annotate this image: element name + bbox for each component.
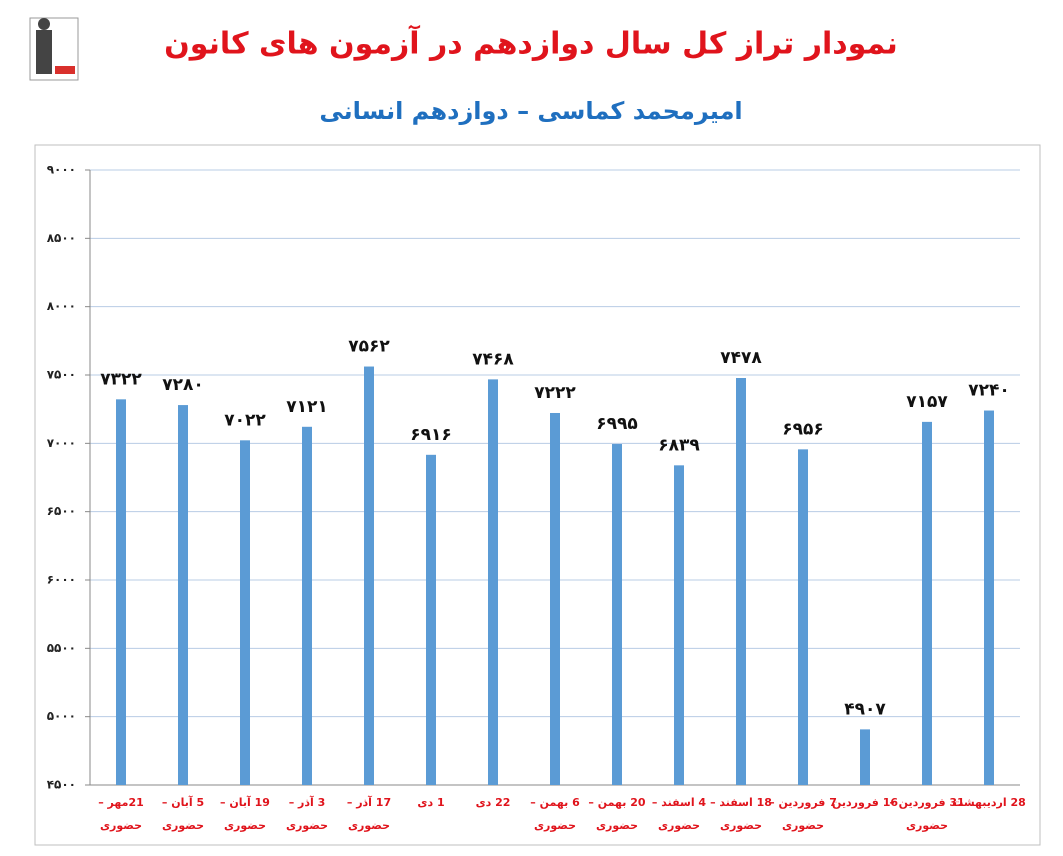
x-tick-label: 1 دی: [417, 796, 444, 809]
value-label: ۷۳۲۲: [100, 369, 142, 389]
x-tick-label: 4 اسفند –: [652, 796, 707, 809]
value-label: ۶۹۹۵: [596, 414, 638, 434]
value-label: ۷۴۷۸: [720, 348, 762, 368]
logo: [29, 17, 79, 81]
y-tick-label: ۷۵۰۰: [47, 368, 76, 382]
value-label: ۷۲۲۲: [534, 383, 576, 403]
value-label: ۶۸۳۹: [658, 435, 700, 455]
x-tick-label: 6 بهمن –: [530, 796, 580, 809]
x-tick-label: 5 آبان –: [162, 795, 204, 809]
x-tick-label: 20 بهمن –: [588, 796, 645, 809]
x-tick-label: 19 آبان –: [220, 795, 270, 809]
bar: [550, 412, 560, 785]
y-tick-label: ۵۵۰۰: [47, 641, 76, 655]
x-tick-label: 7 فروردین –: [769, 796, 837, 809]
bar: [984, 410, 994, 785]
x-tick-label: حضوری: [224, 819, 266, 832]
x-tick-label: 21مهر –: [98, 796, 144, 809]
x-tick-label: حضوری: [782, 819, 824, 832]
bar: [488, 379, 498, 785]
y-tick-label: ۸۵۰۰: [47, 231, 76, 245]
x-tick-label: 28 اردیبهشت: [952, 796, 1026, 809]
x-tick-label: حضوری: [720, 819, 762, 832]
bar: [116, 399, 126, 785]
x-tick-label: 16 فروردین: [832, 796, 898, 809]
chart-title: نمودار تراز کل سال دوازدهم در آزمون های …: [164, 25, 898, 62]
x-tick-label: حضوری: [596, 819, 638, 832]
y-tick-label: ۶۰۰۰: [47, 573, 76, 587]
y-tick-label: ۷۰۰۰: [47, 436, 76, 450]
bar: [798, 449, 808, 785]
y-tick-label: ۶۵۰۰: [47, 504, 76, 518]
y-tick-label: ۵۰۰۰: [47, 709, 76, 723]
bar: [364, 366, 374, 785]
y-tick-label: ۴۵۰۰: [47, 778, 76, 792]
value-label: ۷۵۶۲: [348, 337, 390, 357]
value-label: ۷۱۲۱: [286, 397, 328, 417]
x-tick-label: 18 اسفند –: [710, 796, 772, 809]
value-label: ۷۲۴۰: [968, 381, 1010, 401]
x-tick-label: 31 فروردین –: [889, 796, 964, 809]
x-tick-label: حضوری: [286, 819, 328, 832]
bar: [240, 440, 250, 785]
value-label: ۷۲۸۰: [162, 375, 204, 395]
bar: [736, 378, 746, 785]
value-label: ۴۹۰۷: [844, 699, 886, 719]
value-label: ۷۴۶۸: [472, 349, 514, 369]
bar: [674, 465, 684, 785]
x-tick-label: 3 آذر –: [289, 795, 326, 809]
value-label: ۶۹۵۶: [782, 419, 824, 439]
bar: [922, 421, 932, 785]
bar: [302, 426, 312, 785]
y-tick-label: ۸۰۰۰: [47, 299, 76, 313]
bar: [426, 454, 436, 785]
value-label: ۷۱۵۷: [906, 392, 948, 412]
value-label: ۶۹۱۶: [410, 425, 452, 445]
value-label: ۷۰۲۲: [224, 410, 266, 430]
bar: [612, 444, 622, 785]
x-tick-label: حضوری: [534, 819, 576, 832]
x-tick-label: حضوری: [906, 819, 948, 832]
chart-subtitle: امیرمحمد کماسی – دوازدهم انسانی: [319, 97, 742, 125]
y-tick-label: ۹۰۰۰: [47, 163, 76, 177]
x-tick-label: 17 آذر –: [347, 795, 391, 809]
x-tick-label: 22 دی: [476, 796, 511, 809]
bar: [178, 405, 188, 785]
x-tick-label: حضوری: [100, 819, 142, 832]
x-tick-label: حضوری: [658, 819, 700, 832]
bar: [860, 729, 870, 785]
x-tick-label: حضوری: [348, 819, 390, 832]
x-tick-label: حضوری: [162, 819, 204, 832]
plot-frame: [34, 144, 1041, 846]
